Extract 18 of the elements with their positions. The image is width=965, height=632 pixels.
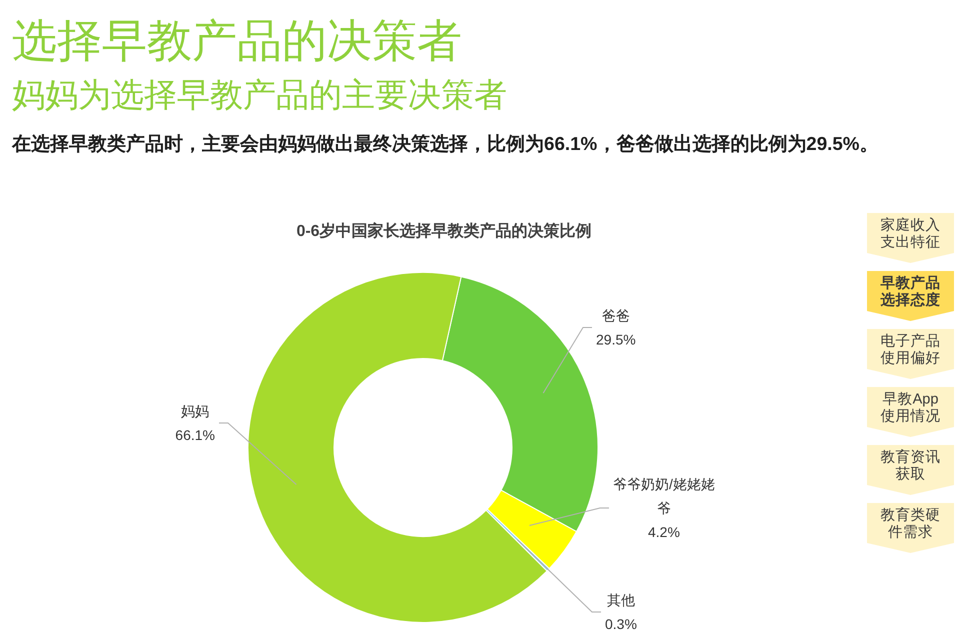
category-label: 教育类硬件需求 [880,506,940,540]
category-label: 早教产品选择态度 [880,274,940,308]
category-label: 教育资讯获取 [880,448,940,482]
text: 0-6岁中国家长选择早教类产品的决策比例 [296,221,592,240]
data-label: 66.1% [175,427,215,443]
slice-label: 其他 [606,592,635,608]
slice-label: 妈妈 [181,403,210,419]
data-label: 0.3% [605,616,637,632]
category-label: 早教App使用情况 [880,392,940,424]
data-label: 4.2% [648,524,680,540]
text: 在选择早教类产品时，主要会由妈妈做出最终决策选择，比例为66.1%，爸爸做出选择的比例为29.5%。 [11,133,879,154]
slice-label: 爸爸 [602,308,630,324]
chart-subtitle: 妈妈为选择早教产品的主要决策者 [12,76,507,113]
category-label: 电子产品使用偏好 [880,332,940,366]
chart-title: 选择早教产品的决策者 [12,15,462,66]
slice-label: 爷爷奶奶/姥姥姥爷 [613,476,715,516]
category-label: 家庭收入支出特征 [880,216,940,250]
data-label: 29.5% [596,332,636,348]
